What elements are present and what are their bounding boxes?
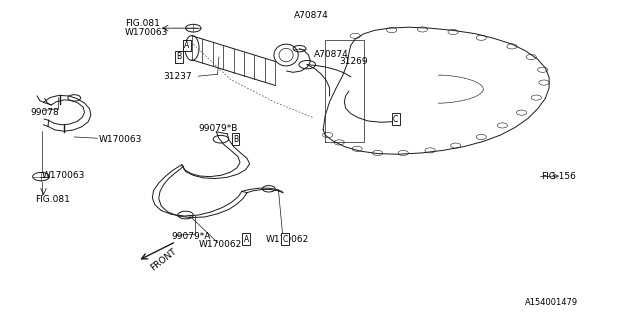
Text: FIG.081: FIG.081 [35, 196, 70, 204]
Text: 99079*A: 99079*A [172, 232, 211, 241]
Text: W170062: W170062 [266, 235, 309, 244]
Text: FIG.156: FIG.156 [541, 172, 575, 181]
Text: W170063: W170063 [125, 28, 168, 37]
Text: 99078: 99078 [31, 108, 60, 117]
Text: A: A [244, 235, 249, 244]
Text: 99079*B: 99079*B [198, 124, 238, 133]
Text: W170062: W170062 [198, 240, 242, 249]
Text: B: B [233, 135, 238, 144]
Text: FIG.081: FIG.081 [125, 20, 159, 28]
Text: A154001479: A154001479 [525, 298, 578, 307]
Text: W170063: W170063 [42, 171, 85, 180]
Text: 31237: 31237 [163, 72, 192, 81]
Text: FRONT: FRONT [148, 246, 178, 272]
Text: C: C [282, 235, 287, 244]
Text: A70874: A70874 [294, 11, 329, 20]
Text: A70874: A70874 [314, 50, 348, 59]
Text: B: B [177, 52, 182, 61]
Text: A: A [184, 41, 189, 50]
Text: W170063: W170063 [99, 135, 143, 144]
Text: C: C [393, 115, 398, 124]
Text: 31269: 31269 [339, 57, 368, 66]
